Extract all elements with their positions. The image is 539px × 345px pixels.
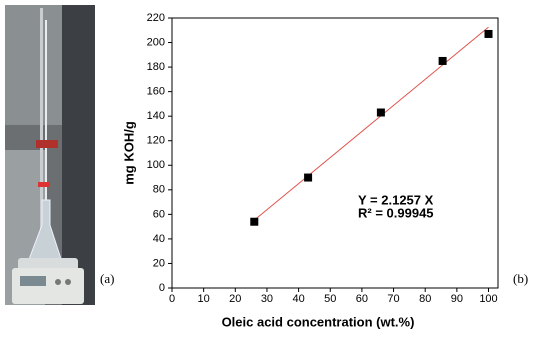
y-tick-label: 100 [147, 159, 165, 171]
fit-line [250, 26, 489, 224]
x-tick-label: 40 [292, 293, 304, 305]
panel-label: (b) [513, 271, 528, 286]
x-tick-label: 60 [356, 293, 368, 305]
x-tick-label: 30 [261, 293, 273, 305]
data-point [304, 173, 313, 182]
x-tick-label: 90 [451, 293, 463, 305]
y-tick-label: 140 [147, 110, 165, 122]
x-tick-label: 80 [419, 293, 431, 305]
x-tick-label: 50 [324, 293, 336, 305]
y-tick-label: 120 [147, 135, 165, 147]
x-tick-label: 70 [387, 293, 399, 305]
y-tick-label: 0 [159, 282, 165, 294]
y-tick-label: 60 [153, 208, 165, 220]
y-tick-label: 160 [147, 86, 165, 98]
x-tick-label: 100 [479, 293, 497, 305]
data-point [376, 108, 385, 117]
y-tick-label: 20 [153, 257, 165, 269]
panel-label: (a) [100, 271, 114, 286]
x-tick-label: 10 [198, 293, 210, 305]
x-tick-label: 0 [169, 293, 175, 305]
y-tick-label: 40 [153, 233, 165, 245]
x-tick-label: 20 [229, 293, 241, 305]
photo [5, 5, 95, 305]
data-point [438, 56, 447, 65]
annotation: R² = 0.99945 [358, 205, 434, 220]
y-tick-label: 220 [147, 12, 165, 24]
plot-frame [171, 17, 499, 289]
y-axis-label: mg KOH/g [121, 121, 136, 185]
x-axis-label: Oleic acid concentration (wt.%) [222, 314, 415, 329]
data-point [250, 217, 259, 226]
annotation: Y = 2.1257 X [358, 192, 434, 207]
y-tick-label: 80 [153, 184, 165, 196]
y-tick-label: 180 [147, 61, 165, 73]
y-tick-label: 200 [147, 36, 165, 48]
data-point [484, 29, 493, 38]
